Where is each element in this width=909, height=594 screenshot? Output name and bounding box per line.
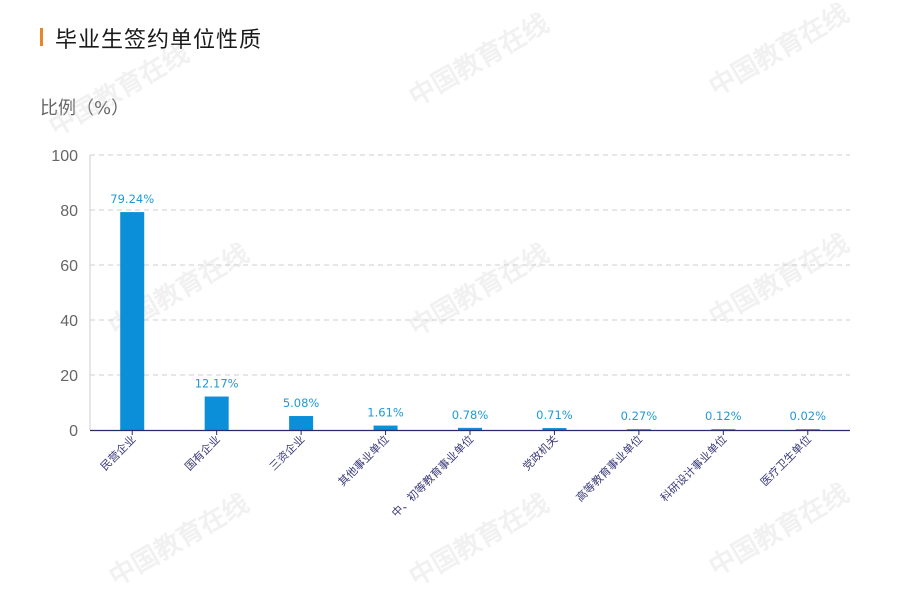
y-tick-label: 40 [60, 313, 78, 330]
bar-value-label: 0.78% [452, 408, 489, 422]
x-tick-label: 科研设计事业单位 [657, 432, 729, 504]
bar-value-label: 12.17% [195, 377, 239, 391]
y-tick-label: 80 [60, 203, 78, 220]
y-tick-label: 0 [69, 423, 78, 440]
x-tick-label: 三资企业 [266, 432, 307, 473]
y-tick-label: 20 [60, 368, 78, 385]
bar [373, 425, 398, 430]
bar-value-label: 1.61% [367, 406, 404, 420]
x-tick-label: 其他事业单位 [335, 432, 392, 489]
bar-value-label: 0.71% [536, 408, 573, 422]
bar-value-label: 5.08% [283, 396, 320, 410]
x-tick-label: 高等教育事业单位 [573, 432, 645, 504]
bar [626, 429, 651, 430]
y-tick-label: 100 [51, 148, 78, 165]
chart-title: 毕业生签约单位性质 [55, 28, 263, 53]
x-tick-label: 党政机关 [520, 432, 561, 473]
x-tick-label: 中、初等教育事业单位 [388, 432, 476, 520]
y-axis-label: 比例（%） [40, 98, 130, 119]
bar [120, 212, 145, 430]
bars: 79.24% 12.17% 5.08% 1.61% 0.78% 0.71% 0.27% 0.1… [110, 192, 826, 430]
x-tick-label: 医疗卫生单位 [757, 432, 814, 489]
bar [542, 428, 567, 430]
bar [204, 396, 229, 430]
bar [289, 416, 314, 430]
bar-value-label: 0.27% [621, 409, 658, 423]
bar [458, 427, 482, 430]
bar-chart: 0 20 40 60 80 100 79.24% 12.17% 5.08% 1.61% 0.78%… [51, 148, 850, 520]
y-axis-ticks: 0 20 40 60 80 100 [51, 148, 78, 440]
bar-value-label: 0.02% [790, 409, 827, 423]
y-tick-label: 60 [60, 258, 78, 275]
bar-value-label: 79.24% [110, 192, 154, 206]
bar [795, 429, 820, 430]
title-accent-bar [40, 28, 43, 46]
bar [711, 429, 736, 430]
grid-lines [90, 154, 850, 376]
bar-value-label: 0.12% [705, 409, 742, 423]
x-tick-label: 国有企业 [182, 432, 223, 473]
x-tick-label: 民营企业 [97, 432, 138, 473]
